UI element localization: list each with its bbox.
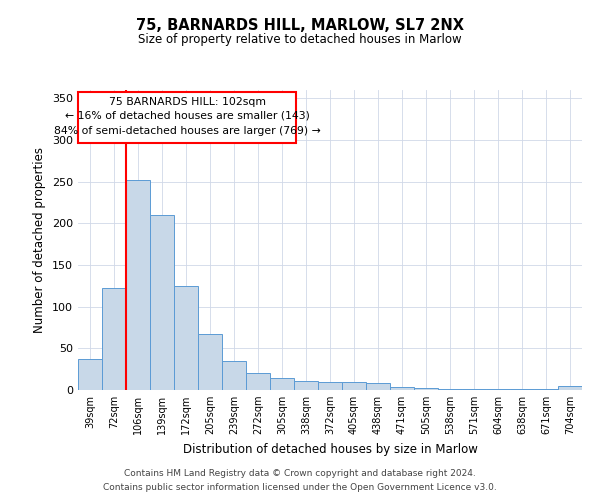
Bar	[438, 389, 462, 390]
Bar	[294, 381, 318, 390]
Text: Contains public sector information licensed under the Open Government Licence v3: Contains public sector information licen…	[103, 484, 497, 492]
Bar	[79, 92, 296, 144]
Text: ← 16% of detached houses are smaller (143): ← 16% of detached houses are smaller (14…	[65, 110, 310, 120]
Bar	[366, 384, 390, 390]
Bar	[174, 286, 198, 390]
Bar	[462, 389, 486, 390]
Text: Contains HM Land Registry data © Crown copyright and database right 2024.: Contains HM Land Registry data © Crown c…	[124, 468, 476, 477]
Text: 84% of semi-detached houses are larger (769) →: 84% of semi-detached houses are larger (…	[54, 126, 321, 136]
Bar	[78, 359, 102, 390]
Bar	[198, 334, 222, 390]
Text: 75 BARNARDS HILL: 102sqm: 75 BARNARDS HILL: 102sqm	[109, 97, 266, 107]
Text: Size of property relative to detached houses in Marlow: Size of property relative to detached ho…	[138, 32, 462, 46]
Bar	[318, 382, 342, 390]
Bar	[342, 382, 366, 390]
Bar	[246, 374, 270, 390]
Bar	[126, 180, 150, 390]
Bar	[270, 378, 294, 390]
Bar	[102, 288, 126, 390]
Bar	[222, 361, 246, 390]
Text: 75, BARNARDS HILL, MARLOW, SL7 2NX: 75, BARNARDS HILL, MARLOW, SL7 2NX	[136, 18, 464, 32]
Bar	[150, 215, 174, 390]
Bar	[510, 389, 534, 390]
X-axis label: Distribution of detached houses by size in Marlow: Distribution of detached houses by size …	[182, 442, 478, 456]
Y-axis label: Number of detached properties: Number of detached properties	[34, 147, 46, 333]
Bar	[558, 386, 582, 390]
Bar	[534, 389, 558, 390]
Bar	[414, 388, 438, 390]
Bar	[486, 389, 510, 390]
Bar	[390, 386, 414, 390]
